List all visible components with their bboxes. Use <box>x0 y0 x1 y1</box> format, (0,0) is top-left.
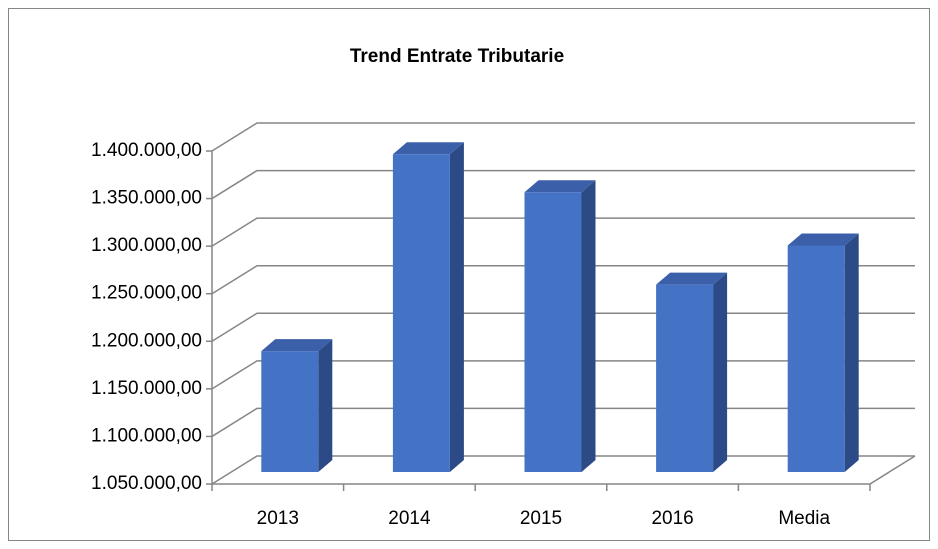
bar-top <box>656 272 728 285</box>
bar <box>656 272 728 472</box>
bar-top <box>524 180 596 193</box>
y-tick-label: 1.200.000,00 <box>91 330 202 351</box>
grid-line <box>211 264 915 295</box>
y-tick-label: 1.050.000,00 <box>91 473 202 494</box>
y-tick-label: 1.100.000,00 <box>91 425 202 446</box>
x-tick-label: 2015 <box>520 508 562 529</box>
bar <box>261 339 333 472</box>
chart-title: Trend Entrate Tributarie <box>350 46 564 67</box>
bar-side <box>713 272 728 472</box>
bar-front <box>392 154 450 473</box>
bar <box>787 233 859 472</box>
chart-border <box>8 8 930 541</box>
y-tick-label: 1.250.000,00 <box>91 283 202 304</box>
x-tick-label: Media <box>778 508 830 529</box>
bar-side <box>318 339 333 472</box>
bar-top <box>392 142 464 155</box>
x-tick-label: 2016 <box>651 508 693 529</box>
bar-front <box>787 245 845 472</box>
bar-front <box>261 351 319 472</box>
y-tick-label: 1.300.000,00 <box>91 235 202 256</box>
y-tick-label: 1.150.000,00 <box>91 378 202 399</box>
y-tick-label: 1.350.000,00 <box>91 188 202 209</box>
bar-top <box>787 233 859 246</box>
bar-front <box>656 284 714 472</box>
grid-line <box>211 122 915 152</box>
grid-line <box>211 169 915 200</box>
bar <box>392 142 464 473</box>
grid-line <box>211 217 915 247</box>
bar-side <box>449 142 464 473</box>
bar <box>524 180 596 472</box>
bar-front <box>524 192 582 472</box>
y-tick-label: 1.400.000,00 <box>91 140 202 161</box>
x-tick-label: 2014 <box>388 508 431 529</box>
bar-side <box>844 233 859 472</box>
x-tick-label: 2013 <box>257 508 299 529</box>
bar-side <box>581 180 596 472</box>
bar-top <box>261 339 333 352</box>
